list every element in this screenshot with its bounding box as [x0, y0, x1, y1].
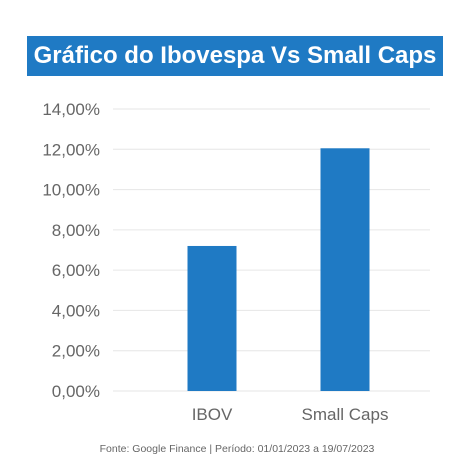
- x-category-label: Small Caps: [302, 405, 389, 424]
- y-tick-label: 14,00%: [42, 100, 100, 119]
- y-tick-label: 6,00%: [52, 261, 100, 280]
- y-tick-label: 2,00%: [52, 342, 100, 361]
- title-banner: Gráfico do Ibovespa Vs Small Caps: [27, 36, 443, 76]
- x-category-label: IBOV: [192, 405, 233, 424]
- y-axis-ticks: 0,00% 2,00% 4,00% 6,00% 8,00% 10,00% 12,00% 14,…: [42, 100, 100, 401]
- bars: [187, 148, 370, 391]
- chart-title: Gráfico do Ibovespa Vs Small Caps: [33, 42, 437, 69]
- y-tick-label: 4,00%: [52, 301, 100, 320]
- y-tick-label: 8,00%: [52, 221, 100, 240]
- y-tick-label: 12,00%: [42, 140, 100, 159]
- bar-small-caps: [320, 148, 370, 391]
- gridlines: [113, 108, 430, 392]
- bar-ibov: [187, 245, 237, 391]
- x-axis-categories: IBOV Small Caps: [192, 405, 389, 424]
- y-tick-label: 10,00%: [42, 181, 100, 200]
- source-note: Fonte: Google Finance | Período: 01/01/2…: [99, 443, 375, 455]
- y-tick-label: 0,00%: [52, 382, 100, 401]
